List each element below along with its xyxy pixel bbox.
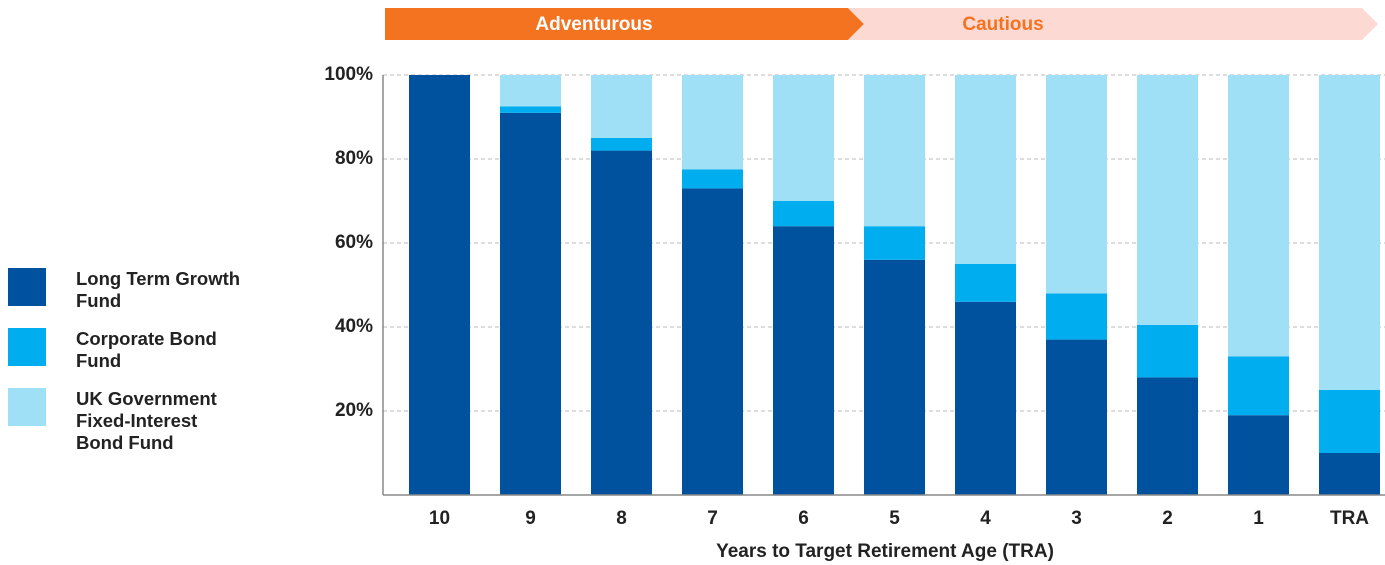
bar-segment xyxy=(1046,75,1107,294)
bar-segment xyxy=(500,75,561,107)
bar-segment xyxy=(682,75,743,170)
x-tick-label: 6 xyxy=(798,508,809,529)
bar-segment xyxy=(1228,415,1289,495)
legend-swatch xyxy=(8,388,46,426)
bar-segment xyxy=(1137,377,1198,495)
x-tick-label: TRA xyxy=(1330,508,1369,529)
bar-segment xyxy=(1228,356,1289,416)
legend-label: UK Government Fixed-Interest Bond Fund xyxy=(76,388,217,453)
bar-segment xyxy=(591,75,652,138)
bar-segment xyxy=(955,301,1016,495)
bar-segment xyxy=(1319,453,1380,495)
bar-segment xyxy=(773,226,834,495)
bar-segment xyxy=(1137,75,1198,325)
x-tick-label: 7 xyxy=(707,508,718,529)
x-tick-label: 9 xyxy=(525,508,536,529)
bar-segment xyxy=(864,75,925,227)
bar-segment xyxy=(500,106,561,113)
bar-segment xyxy=(773,201,834,227)
bar-segment xyxy=(1228,75,1289,357)
bar-segment xyxy=(591,138,652,151)
x-tick-label: 10 xyxy=(429,508,450,529)
bar-segment xyxy=(955,264,1016,302)
legend-label: Long Term Growth Fund xyxy=(76,268,241,311)
bar-segment xyxy=(1046,293,1107,340)
bar-segment xyxy=(955,75,1016,264)
legend-swatch xyxy=(8,328,46,366)
legend-item: UK Government Fixed-Interest Bond Fund xyxy=(8,388,258,454)
x-tick-label: 1 xyxy=(1253,508,1264,529)
bar-segment xyxy=(1319,390,1380,453)
bar-segment xyxy=(1319,75,1380,390)
x-tick-label: 3 xyxy=(1071,508,1082,529)
legend-item: Corporate Bond Fund xyxy=(8,328,258,372)
bar-segment xyxy=(1137,324,1198,378)
x-tick-label: 2 xyxy=(1162,508,1173,529)
bar-segment xyxy=(864,259,925,495)
phase-banner xyxy=(385,8,864,40)
bar-segment xyxy=(1046,339,1107,495)
y-tick-label: 80% xyxy=(335,148,373,169)
bar-segment xyxy=(591,150,652,495)
y-tick-label: 100% xyxy=(324,64,373,85)
x-tick-label: 8 xyxy=(616,508,627,529)
bar-segment xyxy=(682,169,743,189)
phase-banner xyxy=(848,8,1378,40)
y-tick-label: 20% xyxy=(335,400,373,421)
legend-label: Corporate Bond Fund xyxy=(76,328,217,371)
phase-label: Cautious xyxy=(962,14,1043,35)
bar-segment xyxy=(500,112,561,496)
legend-swatch xyxy=(8,268,46,306)
y-tick-label: 40% xyxy=(335,316,373,337)
y-tick-label: 60% xyxy=(335,232,373,253)
bar-segment xyxy=(773,75,834,201)
x-tick-label: 5 xyxy=(889,508,900,529)
bar-segment xyxy=(409,75,470,495)
x-tick-label: 4 xyxy=(980,508,991,529)
bar-segment xyxy=(682,188,743,495)
legend-item: Long Term Growth Fund xyxy=(8,268,258,312)
phase-label: Adventurous xyxy=(535,14,652,35)
bar-segment xyxy=(864,226,925,260)
x-axis-title: Years to Target Retirement Age (TRA) xyxy=(716,541,1054,562)
legend: Long Term Growth Fund Corporate Bond Fund… xyxy=(8,268,258,470)
